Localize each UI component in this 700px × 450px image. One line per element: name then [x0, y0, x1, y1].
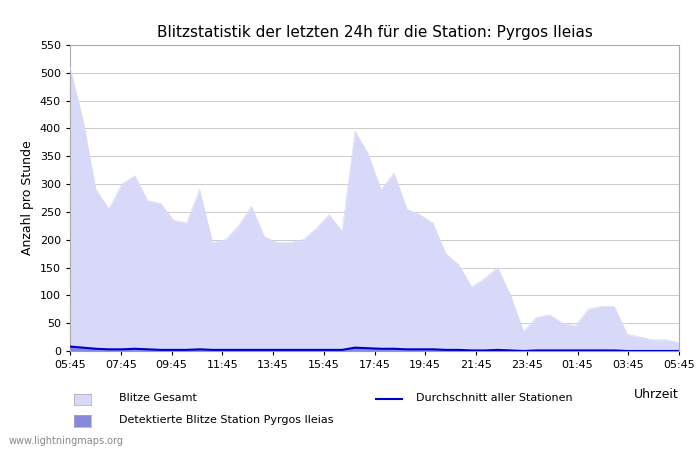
Text: Durchschnitt aller Stationen: Durchschnitt aller Stationen — [416, 393, 573, 403]
Text: www.lightningmaps.org: www.lightningmaps.org — [8, 436, 123, 446]
Text: Uhrzeit: Uhrzeit — [634, 388, 679, 400]
Y-axis label: Anzahl pro Stunde: Anzahl pro Stunde — [21, 140, 34, 256]
Text: Detektierte Blitze Station Pyrgos Ileias: Detektierte Blitze Station Pyrgos Ileias — [119, 415, 333, 425]
Title: Blitzstatistik der letzten 24h für die Station: Pyrgos Ileias: Blitzstatistik der letzten 24h für die S… — [157, 25, 592, 40]
Text: Blitze Gesamt: Blitze Gesamt — [119, 393, 197, 403]
